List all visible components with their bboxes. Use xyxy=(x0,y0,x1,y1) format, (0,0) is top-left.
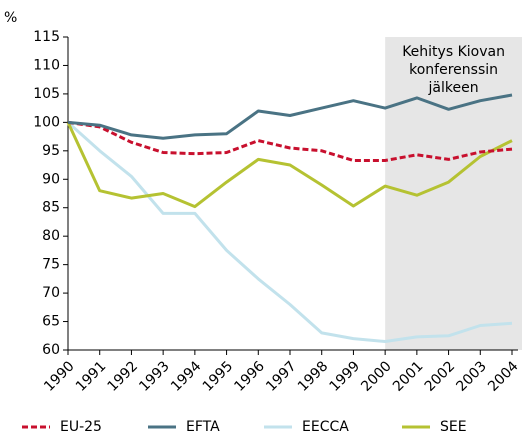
x-tick-label: 2000 xyxy=(358,358,395,395)
y-tick-label: 65 xyxy=(42,314,60,330)
y-tick-label: 75 xyxy=(42,257,60,273)
x-tick-label: 1992 xyxy=(105,358,142,395)
legend-label: SEE xyxy=(440,419,467,435)
x-tick-label: 1998 xyxy=(295,358,332,395)
annotation: Kehitys Kiovan xyxy=(402,44,505,60)
y-tick-label: 90 xyxy=(42,171,60,187)
x-tick-label: 1994 xyxy=(168,358,205,395)
x-tick-label: 1995 xyxy=(200,358,237,395)
y-tick-label: 115 xyxy=(33,29,60,45)
y-tick-label: 70 xyxy=(42,285,60,301)
legend-label: EU-25 xyxy=(60,419,102,435)
y-tick-label: 100 xyxy=(33,114,60,130)
legend-label: EFTA xyxy=(186,419,220,435)
x-tick-label: 2001 xyxy=(390,358,427,395)
series-line xyxy=(66,121,513,343)
series-line xyxy=(66,121,513,209)
y-tick-label: 105 xyxy=(33,86,60,102)
series-line xyxy=(67,120,513,162)
legend-label: EECCA xyxy=(302,419,349,435)
x-tick-label: 1999 xyxy=(327,358,364,395)
y-tick-label: 95 xyxy=(42,143,60,159)
x-tick-label: 1993 xyxy=(136,358,173,395)
y-axis-label: % xyxy=(4,10,17,26)
y-tick-label: 85 xyxy=(42,200,60,216)
series-line xyxy=(67,93,513,140)
x-tick-label: 1991 xyxy=(73,358,110,395)
annotation: jälkeen xyxy=(428,80,479,96)
annotation: konferenssin xyxy=(409,62,498,78)
x-tick-label: 1997 xyxy=(263,358,300,395)
x-tick-label: 2003 xyxy=(453,358,490,395)
y-tick-label: 80 xyxy=(42,228,60,244)
y-tick-label: 110 xyxy=(33,57,60,73)
x-tick-label: 1990 xyxy=(41,358,78,395)
y-tick-label: 60 xyxy=(42,342,60,358)
x-tick-label: 2004 xyxy=(485,358,522,395)
x-tick-label: 2002 xyxy=(422,358,459,395)
x-tick-label: 1996 xyxy=(231,358,268,395)
